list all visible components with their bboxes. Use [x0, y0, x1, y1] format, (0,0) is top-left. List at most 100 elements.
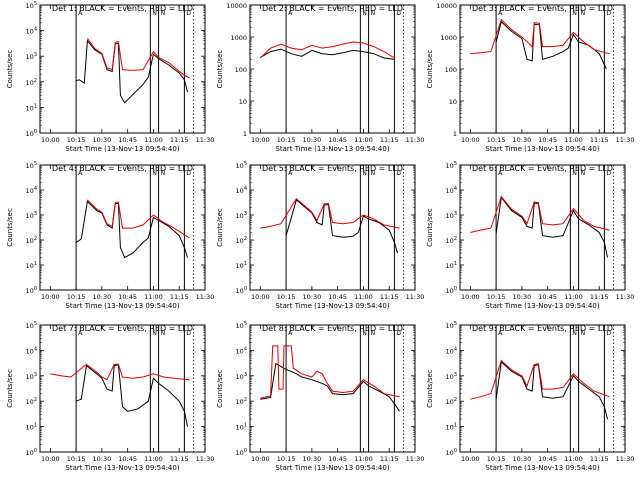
- marker-label: A: [78, 170, 83, 177]
- x-tick-label: 11:00: [144, 136, 163, 144]
- panel-det-3: Det 3: BLACK = Events, RED = LLD 1 10 100 10…: [426, 2, 634, 153]
- lld-series-line: [470, 18, 610, 55]
- plot-frame: [459, 4, 626, 134]
- y-tick-label: 105: [26, 161, 37, 170]
- y-axis-label: Counts/sec: [6, 208, 14, 247]
- panel-title: Det 8: BLACK = Events, RED = LLD: [262, 324, 403, 333]
- x-tick-label: 11:30: [406, 455, 425, 463]
- y-tick-label: 1000: [230, 34, 247, 42]
- panel-title: Det 6: BLACK = Events, RED = LLD: [472, 164, 613, 173]
- marker-label: N: [572, 330, 577, 337]
- x-tick-label: 11:00: [354, 293, 373, 301]
- x-tick-label: 10:30: [303, 455, 322, 463]
- y-tick-label: 100: [26, 129, 37, 138]
- x-tick-label: 11:15: [590, 293, 609, 301]
- panel-title: Det 7: BLACK = Events, RED = LLD: [52, 324, 193, 333]
- y-tick-label: 102: [446, 397, 457, 406]
- y-tick-label: 103: [26, 372, 37, 381]
- y-axis-label: Counts/sec: [426, 50, 434, 89]
- marker-label: D: [606, 330, 611, 337]
- y-tick-label: 101: [26, 423, 37, 432]
- y-tick-label: 104: [26, 346, 37, 355]
- marker-label: N: [152, 10, 157, 17]
- x-tick-label: 10:45: [538, 293, 557, 301]
- marker-label: N: [161, 170, 166, 177]
- lld-series-line: [260, 197, 400, 229]
- marker-label: A: [498, 170, 503, 177]
- x-tick-label: 10:15: [277, 293, 296, 301]
- marker-label: A: [78, 10, 83, 17]
- x-tick-label: 10:45: [328, 455, 347, 463]
- plot-frame: [249, 4, 416, 134]
- x-tick-label: 11:30: [616, 293, 635, 301]
- marker-label: A: [498, 10, 503, 17]
- marker-label: A: [288, 330, 293, 337]
- x-tick-label: 10:15: [487, 293, 506, 301]
- plot-frame: [459, 164, 626, 291]
- x-tick-label: 11:15: [170, 455, 189, 463]
- x-tick-label: 10:45: [538, 136, 557, 144]
- x-tick-label: 10:30: [303, 293, 322, 301]
- y-tick-label: 101: [236, 261, 247, 270]
- x-tick-label: 10:30: [513, 136, 532, 144]
- marker-label: N: [572, 10, 577, 17]
- y-tick-label: 102: [236, 397, 247, 406]
- y-tick-label: 102: [446, 236, 457, 245]
- plot-frame: [249, 324, 416, 453]
- x-tick-label: 11:00: [564, 455, 583, 463]
- y-tick-label: 105: [236, 321, 247, 330]
- y-tick-label: 104: [26, 27, 37, 36]
- y-tick-label: 102: [26, 397, 37, 406]
- y-tick-label: 104: [26, 186, 37, 195]
- x-tick-label: 11:00: [354, 455, 373, 463]
- y-axis-label: Counts/sec: [216, 369, 224, 408]
- y-axis-label: Counts/sec: [216, 208, 224, 247]
- x-tick-label: 11:30: [406, 293, 425, 301]
- x-tick-label: 11:15: [590, 455, 609, 463]
- x-tick-label: 10:30: [93, 455, 112, 463]
- y-tick-label: 102: [26, 78, 37, 87]
- marker-label: N: [161, 10, 166, 17]
- panel-title: Det 9: BLACK = Events, RED = LLD: [472, 324, 613, 333]
- panel-det-2: Det 2: BLACK = Events, RED = LLD 1 10 100 10…: [216, 2, 424, 153]
- lld-series-line: [260, 345, 400, 399]
- x-tick-label: 11:00: [564, 293, 583, 301]
- x-tick-label: 10:00: [41, 293, 60, 301]
- panel-det-8: Det 8: BLACK = Events, RED = LLD 100 101 10…: [216, 321, 424, 472]
- x-tick-label: 11:00: [354, 136, 373, 144]
- y-tick-label: 102: [236, 236, 247, 245]
- marker-label: N: [581, 10, 586, 17]
- y-tick-label: 105: [26, 1, 37, 10]
- x-tick-label: 11:30: [196, 455, 215, 463]
- marker-label: N: [581, 330, 586, 337]
- x-tick-label: 11:30: [196, 293, 215, 301]
- marker-label: D: [606, 170, 611, 177]
- y-tick-label: 1: [453, 130, 457, 138]
- x-tick-label: 11:00: [564, 136, 583, 144]
- x-tick-label: 10:45: [118, 455, 137, 463]
- x-tick-label: 10:00: [41, 455, 60, 463]
- y-tick-label: 103: [236, 372, 247, 381]
- y-tick-label: 101: [446, 423, 457, 432]
- events-series-line: [495, 196, 608, 258]
- x-axis-label: Start Time (13-Nov-13 09:54:40): [275, 464, 389, 472]
- x-tick-label: 10:45: [118, 136, 137, 144]
- y-tick-label: 1: [243, 130, 247, 138]
- x-axis-label: Start Time (13-Nov-13 09:54:40): [65, 145, 179, 153]
- x-tick-label: 10:45: [538, 455, 557, 463]
- plot-frame: [459, 324, 626, 453]
- plot-frame: [39, 324, 206, 453]
- x-tick-label: 11:15: [380, 455, 399, 463]
- x-tick-label: 11:30: [406, 136, 425, 144]
- x-tick-label: 10:30: [513, 455, 532, 463]
- lld-series-line: [50, 363, 190, 381]
- events-series-line: [285, 199, 398, 254]
- panel-det-9: Det 9: BLACK = Events, RED = LLD 100 101 10…: [426, 321, 634, 472]
- y-tick-label: 100: [236, 286, 247, 295]
- x-axis-label: Start Time (13-Nov-13 09:54:40): [485, 302, 599, 310]
- y-tick-label: 100: [446, 286, 457, 295]
- x-axis-label: Start Time (13-Nov-13 09:54:40): [65, 464, 179, 472]
- panel-det-6: Det 6: BLACK = Events, RED = LLD 100 101 10…: [426, 161, 634, 310]
- x-tick-label: 10:45: [328, 293, 347, 301]
- marker-label: N: [572, 170, 577, 177]
